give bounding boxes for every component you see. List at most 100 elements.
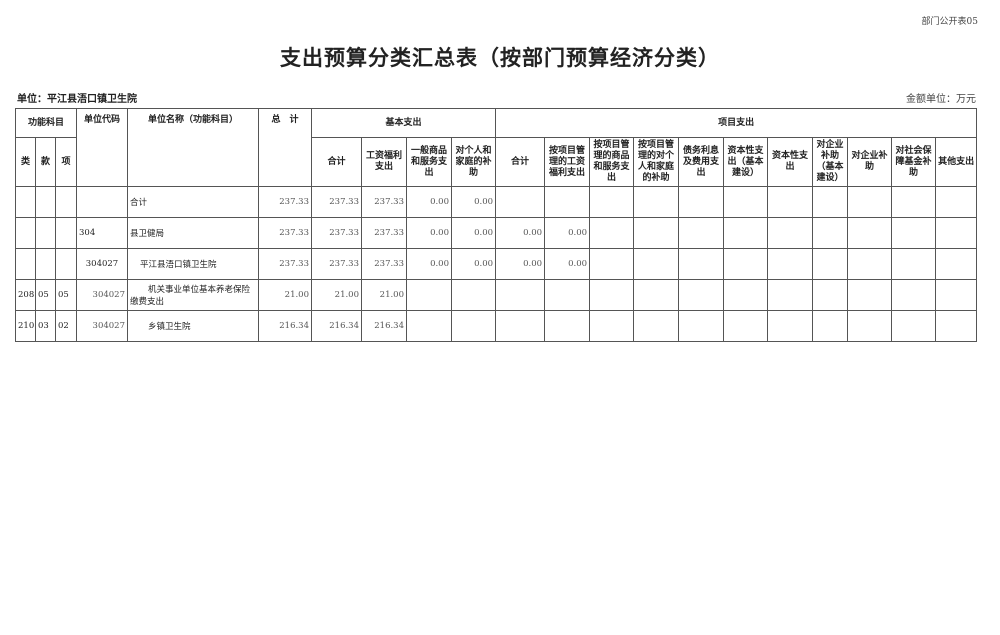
cell-basic: 0.00 [450, 186, 497, 218]
cell-basic: 0.00 [450, 217, 497, 249]
cell-kuan: 05 [35, 279, 56, 311]
cell-project [891, 186, 937, 218]
header-basic-col: 一般商品和服务支出 [406, 137, 452, 187]
header-basic: 基本支出 [310, 108, 497, 138]
cell-project [812, 310, 849, 342]
cell-basic: 21.00 [361, 279, 407, 311]
cell-project [723, 248, 769, 280]
header-project-col: 资本性支出 [767, 137, 814, 187]
cell-project [678, 248, 725, 280]
cell-project [847, 310, 893, 342]
cell-basic: 237.33 [361, 186, 407, 218]
cell-project [767, 248, 814, 280]
cell-basic: 216.34 [311, 310, 362, 342]
cell-project [812, 248, 849, 280]
cell-project [678, 279, 725, 311]
header-project-col: 其他支出 [935, 137, 978, 187]
cell-project: 0.00 [544, 217, 591, 249]
header-project-col: 按项目管理的对个人和家庭的补助 [633, 137, 680, 187]
cell-lei [15, 217, 36, 249]
cell-lei [15, 248, 36, 280]
cell-project: 0.00 [495, 217, 546, 249]
cell-project [847, 279, 893, 311]
header-project-col: 按项目管理的商品和服务支出 [589, 137, 635, 187]
cell-project [767, 310, 814, 342]
cell-project [633, 186, 680, 218]
cell-total: 237.33 [258, 186, 312, 218]
cell-basic: 21.00 [311, 279, 362, 311]
cell-basic: 0.00 [406, 217, 452, 249]
table-row: 210 03 02 304027 乡镇卫生院 216.34 216.34 216.34 [15, 310, 978, 342]
money-unit-label: 金额单位：万元 [906, 94, 976, 105]
cell-project [589, 310, 635, 342]
unit-label: 单位：平江县浯口镇卫生院 [17, 94, 137, 105]
cell-unit-code: 304027 [76, 248, 128, 280]
header-project-col: 按项目管理的工资福利支出 [544, 137, 591, 187]
cell-project [935, 248, 978, 280]
cell-xiang: 02 [55, 310, 77, 342]
table-row: 208 05 05 304027 机关事业单位基本养老保险缴费支出 21.00 21.00 2… [15, 279, 978, 311]
cell-xiang: 05 [55, 279, 77, 311]
cell-project [812, 217, 849, 249]
cell-project [495, 186, 546, 218]
cell-project [589, 217, 635, 249]
cell-project [495, 279, 546, 311]
cell-lei [15, 186, 36, 218]
cell-basic [406, 310, 452, 342]
cell-unit-code [76, 186, 128, 218]
cell-xiang [55, 217, 77, 249]
header-func-subject: 功能科目 [15, 108, 77, 138]
cell-basic: 0.00 [450, 248, 497, 280]
cell-project [935, 279, 978, 311]
cell-basic: 0.00 [406, 248, 452, 280]
cell-project: 0.00 [495, 248, 546, 280]
cell-project [589, 248, 635, 280]
cell-total: 216.34 [258, 310, 312, 342]
cell-basic: 216.34 [361, 310, 407, 342]
cell-project [544, 279, 591, 311]
cell-project [847, 186, 893, 218]
form-number: 部门公开表05 [921, 17, 978, 27]
cell-project [812, 279, 849, 311]
cell-lei: 210 [15, 310, 36, 342]
cell-total: 237.33 [258, 217, 312, 249]
cell-project [935, 217, 978, 249]
cell-project [767, 279, 814, 311]
cell-unit-name: 县卫健局 [127, 217, 259, 249]
cell-project [678, 310, 725, 342]
cell-project: 0.00 [544, 248, 591, 280]
cell-unit-code: 304027 [76, 310, 128, 342]
header-project-col: 资本性支出（基本建设） [723, 137, 769, 187]
cell-kuan: 03 [35, 310, 56, 342]
cell-project [723, 279, 769, 311]
cell-unit-code: 304027 [76, 279, 128, 311]
cell-project [891, 248, 937, 280]
cell-unit-code: 304 [76, 217, 128, 249]
cell-total: 21.00 [258, 279, 312, 311]
page-title: 支出预算分类汇总表（按部门预算经济分类） [280, 45, 720, 70]
cell-project [935, 310, 978, 342]
cell-xiang [55, 248, 77, 280]
cell-project [891, 310, 937, 342]
header-xiang: 项 [55, 137, 77, 187]
header-unit-name: 单位名称（功能科目） [127, 108, 259, 187]
cell-project [935, 186, 978, 218]
cell-unit-name: 合计 [127, 186, 259, 218]
header-kuan: 款 [35, 137, 56, 187]
cell-project [847, 217, 893, 249]
cell-basic: 0.00 [406, 186, 452, 218]
cell-project [767, 186, 814, 218]
cell-unit-name: 乡镇卫生院 [127, 310, 259, 342]
cell-unit-name: 平江县浯口镇卫生院 [127, 248, 259, 280]
header-project-col: 对企业补助 [847, 137, 893, 187]
cell-project [544, 186, 591, 218]
header-project-col: 债务利息及费用支出 [678, 137, 725, 187]
budget-table: 功能科目 单位代码 单位名称（功能科目） 总 计 基本支出 项目支出 类 款 项… [15, 108, 978, 342]
cell-project [495, 310, 546, 342]
header-unit-code: 单位代码 [76, 108, 128, 187]
header-project: 项目支出 [495, 108, 978, 138]
cell-lei: 208 [15, 279, 36, 311]
header-basic-col: 合计 [311, 137, 362, 187]
cell-project [678, 186, 725, 218]
cell-project [767, 217, 814, 249]
